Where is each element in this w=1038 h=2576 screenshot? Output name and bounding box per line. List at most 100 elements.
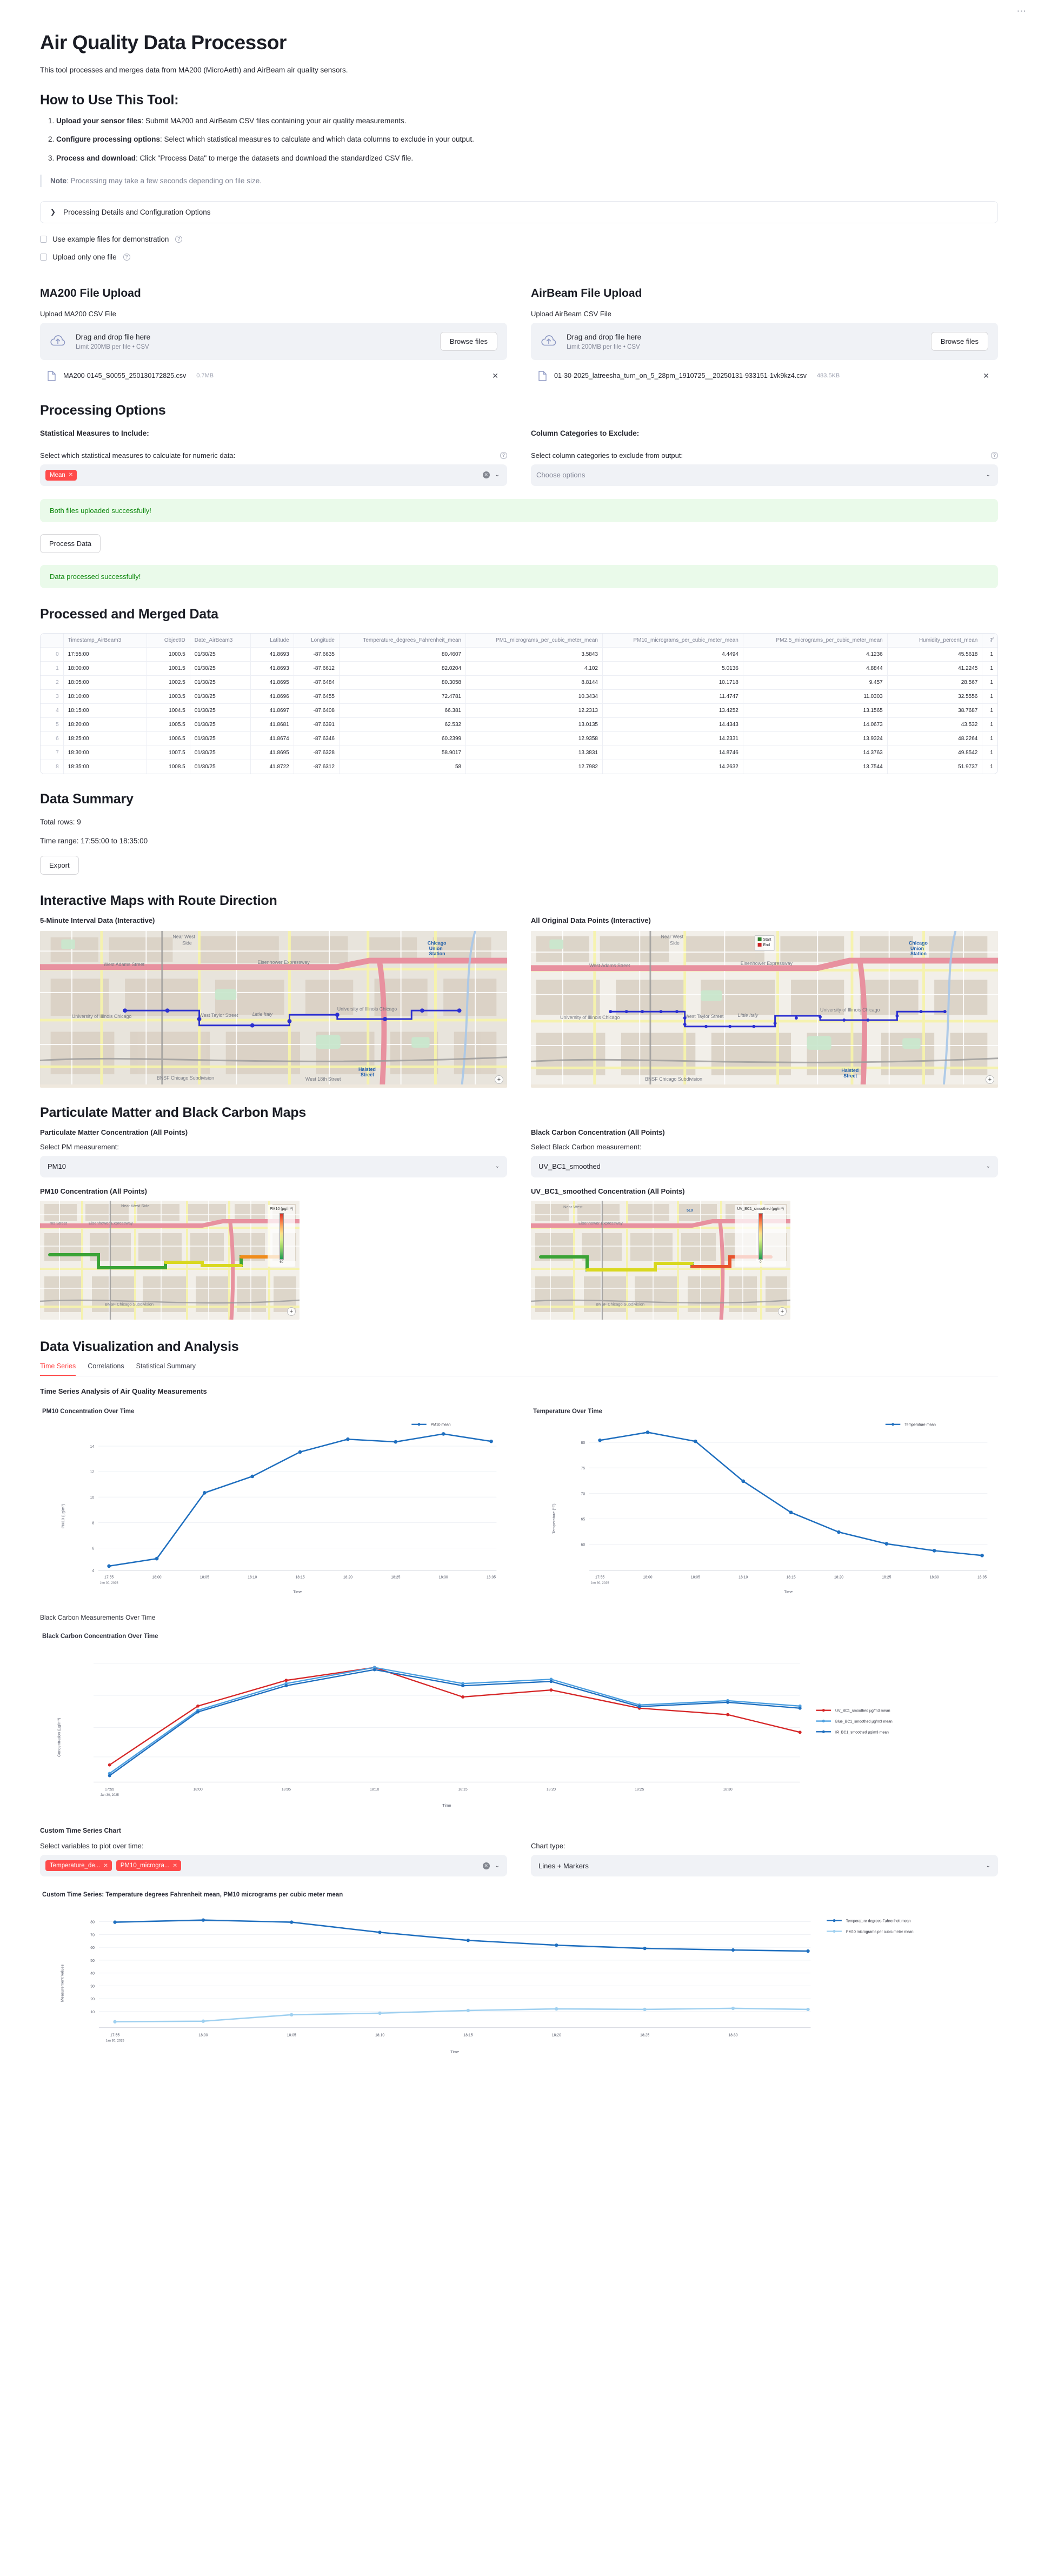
col-header[interactable]: Temperature_degrees_Fahrenheit_mean bbox=[339, 633, 467, 648]
merged-dataframe[interactable]: Timestamp_AirBeam3 ObjectID Date_AirBeam… bbox=[40, 633, 998, 774]
stats-chip-mean[interactable]: Mean ✕ bbox=[45, 469, 77, 481]
ma200-browse-files-button[interactable]: Browse files bbox=[440, 331, 497, 351]
col-header[interactable]: Longitude bbox=[294, 633, 340, 648]
airbeam-dropzone[interactable]: Drag and drop file here Limit 200MB per … bbox=[531, 322, 998, 360]
cell: 41.8696 bbox=[250, 689, 294, 704]
howto-step: Upload your sensor files: Submit MA200 a… bbox=[56, 116, 998, 127]
tab-statistical-summary[interactable]: Statistical Summary bbox=[136, 1362, 196, 1370]
plus-icon[interactable]: + bbox=[495, 1075, 503, 1084]
bc-selected-value: UV_BC1_smoothed bbox=[538, 1162, 601, 1171]
row-index: 7 bbox=[41, 745, 64, 760]
fullscreen-icon[interactable]: ⤢ bbox=[990, 636, 994, 643]
cell: 5.0136 bbox=[602, 661, 743, 676]
clear-all-icon[interactable]: ✕ bbox=[482, 1862, 490, 1869]
multiselect-controls: ⌄ bbox=[986, 472, 993, 478]
svg-text:Side: Side bbox=[670, 940, 680, 946]
chevron-down-icon[interactable]: ⌄ bbox=[495, 472, 500, 478]
cell: 12.9358 bbox=[465, 731, 603, 746]
bc-concentration-map[interactable]: Near West Eisenhower Expressway BNSF Chi… bbox=[531, 1200, 790, 1320]
route-map-columns: 5-Minute Interval Data (Interactive) bbox=[40, 916, 998, 1088]
plus-icon[interactable]: + bbox=[986, 1075, 994, 1084]
page-title: Air Quality Data Processor bbox=[40, 31, 287, 54]
svg-text:Near West Side: Near West Side bbox=[121, 1203, 149, 1208]
chevron-down-icon[interactable]: ⌄ bbox=[986, 1862, 990, 1869]
svg-text:PM10 micrograms per cubic mete: PM10 micrograms per cubic meter mean bbox=[846, 1931, 914, 1934]
bc-select-label: Select Black Carbon measurement: bbox=[531, 1142, 642, 1151]
col-header[interactable]: Timestamp_AirBeam3 bbox=[63, 633, 148, 648]
cell: 1 bbox=[982, 675, 997, 690]
plus-icon[interactable]: + bbox=[778, 1307, 787, 1316]
help-icon[interactable]: ? bbox=[991, 451, 998, 459]
route-map-5min[interactable]: Near West Side West Adams Street Eisenhow… bbox=[40, 930, 507, 1088]
col-header[interactable]: PM1_micrograms_per_cubic_meter_mean bbox=[465, 633, 603, 648]
upload-one-file-label[interactable]: Upload only one file bbox=[52, 252, 117, 261]
custom-vars-multiselect[interactable]: Temperature_de... ✕ PM10_microgra... ✕ ✕… bbox=[40, 1855, 507, 1877]
temperature-over-time-chart[interactable]: 80 75 70 65 60 Temperature (°F) 17:55 Jan 30… bbox=[531, 1417, 998, 1597]
pm10-over-time-chart[interactable]: 4 6 8 10 12 14 PM10 (µg/m³) 17:55 Jan 30, 202… bbox=[40, 1417, 507, 1597]
route-map-all-title: All Original Data Points (Interactive) bbox=[531, 916, 651, 924]
help-icon[interactable]: ? bbox=[500, 451, 507, 459]
processing-details-expander[interactable]: ❯ Processing Details and Configuration O… bbox=[40, 201, 998, 223]
svg-text:BNSF Chicago Subdivision: BNSF Chicago Subdivision bbox=[596, 1302, 644, 1307]
chip-remove-icon[interactable]: ✕ bbox=[103, 1862, 108, 1869]
chevron-down-icon[interactable]: ⌄ bbox=[495, 1862, 500, 1869]
custom-time-series-chart[interactable]: 80 70 60 50 40 30 20 10 Measurement Values bbox=[40, 1900, 998, 2072]
tab-time-series[interactable]: Time Series bbox=[40, 1362, 76, 1376]
svg-text:University of Illinois Chicago: University of Illinois Chicago bbox=[820, 1007, 880, 1013]
col-header[interactable]: T bbox=[982, 633, 997, 648]
chip-remove-icon[interactable]: ✕ bbox=[172, 1862, 177, 1869]
exclude-columns-multiselect[interactable]: Choose options ⌄ bbox=[531, 464, 998, 486]
help-icon[interactable]: ? bbox=[175, 235, 183, 243]
svg-text:18:20: 18:20 bbox=[547, 1788, 556, 1792]
custom-var-chip-pm10[interactable]: PM10_microgra... ✕ bbox=[116, 1860, 181, 1872]
export-button[interactable]: Export bbox=[40, 855, 79, 875]
checkbox-box[interactable] bbox=[40, 235, 47, 243]
use-example-files-label[interactable]: Use example files for demonstration bbox=[52, 235, 169, 243]
chip-remove-icon[interactable]: ✕ bbox=[68, 472, 74, 478]
col-header[interactable]: PM10_micrograms_per_cubic_meter_mean bbox=[602, 633, 743, 648]
use-example-files-checkbox-row[interactable]: Use example files for demonstration ? bbox=[40, 235, 998, 243]
col-header[interactable]: Latitude bbox=[250, 633, 294, 648]
process-data-button[interactable]: Process Data bbox=[40, 534, 101, 553]
svg-text:70: 70 bbox=[581, 1492, 585, 1496]
col-header[interactable]: ObjectID bbox=[147, 633, 190, 648]
cell: 58.9017 bbox=[339, 745, 467, 760]
chevron-down-icon[interactable]: ⌄ bbox=[495, 1163, 500, 1170]
stats-measures-multiselect[interactable]: Mean ✕ ✕ ⌄ bbox=[40, 464, 507, 486]
black-carbon-over-time-chart[interactable]: Concentration (µg/m³) bbox=[40, 1642, 998, 1813]
svg-text:18:35: 18:35 bbox=[487, 1575, 496, 1579]
bc-measurement-select[interactable]: UV_BC1_smoothed ⌄ bbox=[531, 1155, 998, 1177]
viz-heading: Data Visualization and Analysis bbox=[40, 1339, 239, 1354]
plus-icon[interactable]: + bbox=[287, 1307, 296, 1316]
col-header[interactable]: PM2.5_micrograms_per_cubic_meter_mean bbox=[743, 633, 888, 648]
cell: 41.8722 bbox=[250, 760, 294, 774]
chart-type-select[interactable]: Lines + Markers ⌄ bbox=[531, 1855, 998, 1877]
legend-tick: 0 bbox=[760, 1260, 762, 1264]
checkbox-box[interactable] bbox=[40, 253, 47, 261]
concentration-maps-heading: Particulate Matter and Black Carbon Maps bbox=[40, 1104, 307, 1120]
stats-measures-help-row: Select which statistical measures to cal… bbox=[40, 451, 507, 460]
close-icon[interactable]: ✕ bbox=[983, 371, 989, 380]
ma200-file-name: MA200-0145_S0055_250130172825.csv bbox=[63, 372, 187, 380]
bc-map-title: UV_BC1_smoothed Concentration (All Point… bbox=[531, 1187, 685, 1195]
ma200-dropzone[interactable]: Drag and drop file here Limit 200MB per … bbox=[40, 322, 507, 360]
col-header[interactable]: Humidity_percent_mean bbox=[887, 633, 983, 648]
airbeam-browse-files-button[interactable]: Browse files bbox=[930, 331, 988, 351]
help-icon[interactable]: ? bbox=[123, 253, 130, 261]
close-icon[interactable]: ✕ bbox=[492, 371, 498, 380]
route-map-all-points[interactable]: Near West Side West Adams Street Eisenhow… bbox=[531, 930, 998, 1088]
chevron-down-icon[interactable]: ⌄ bbox=[986, 472, 990, 478]
svg-text:18:00: 18:00 bbox=[152, 1575, 161, 1579]
pm10-concentration-map[interactable]: Near West Side ms Street Eisenhower Expr… bbox=[40, 1200, 300, 1320]
main-menu-icon[interactable]: ⋮ bbox=[1016, 6, 1027, 16]
col-header[interactable]: Date_AirBeam3 bbox=[190, 633, 251, 648]
tab-correlations[interactable]: Correlations bbox=[88, 1362, 124, 1370]
pm-measurement-select[interactable]: PM10 ⌄ bbox=[40, 1155, 507, 1177]
clear-all-icon[interactable]: ✕ bbox=[482, 471, 490, 479]
upload-one-file-checkbox-row[interactable]: Upload only one file ? bbox=[40, 253, 998, 261]
chevron-down-icon[interactable]: ⌄ bbox=[986, 1163, 990, 1170]
pm10-y-axis-label: PM10 (µg/m³) bbox=[61, 1504, 65, 1528]
custom-var-chip-temperature[interactable]: Temperature_de... ✕ bbox=[45, 1860, 112, 1872]
row-index: 0 bbox=[41, 647, 64, 662]
